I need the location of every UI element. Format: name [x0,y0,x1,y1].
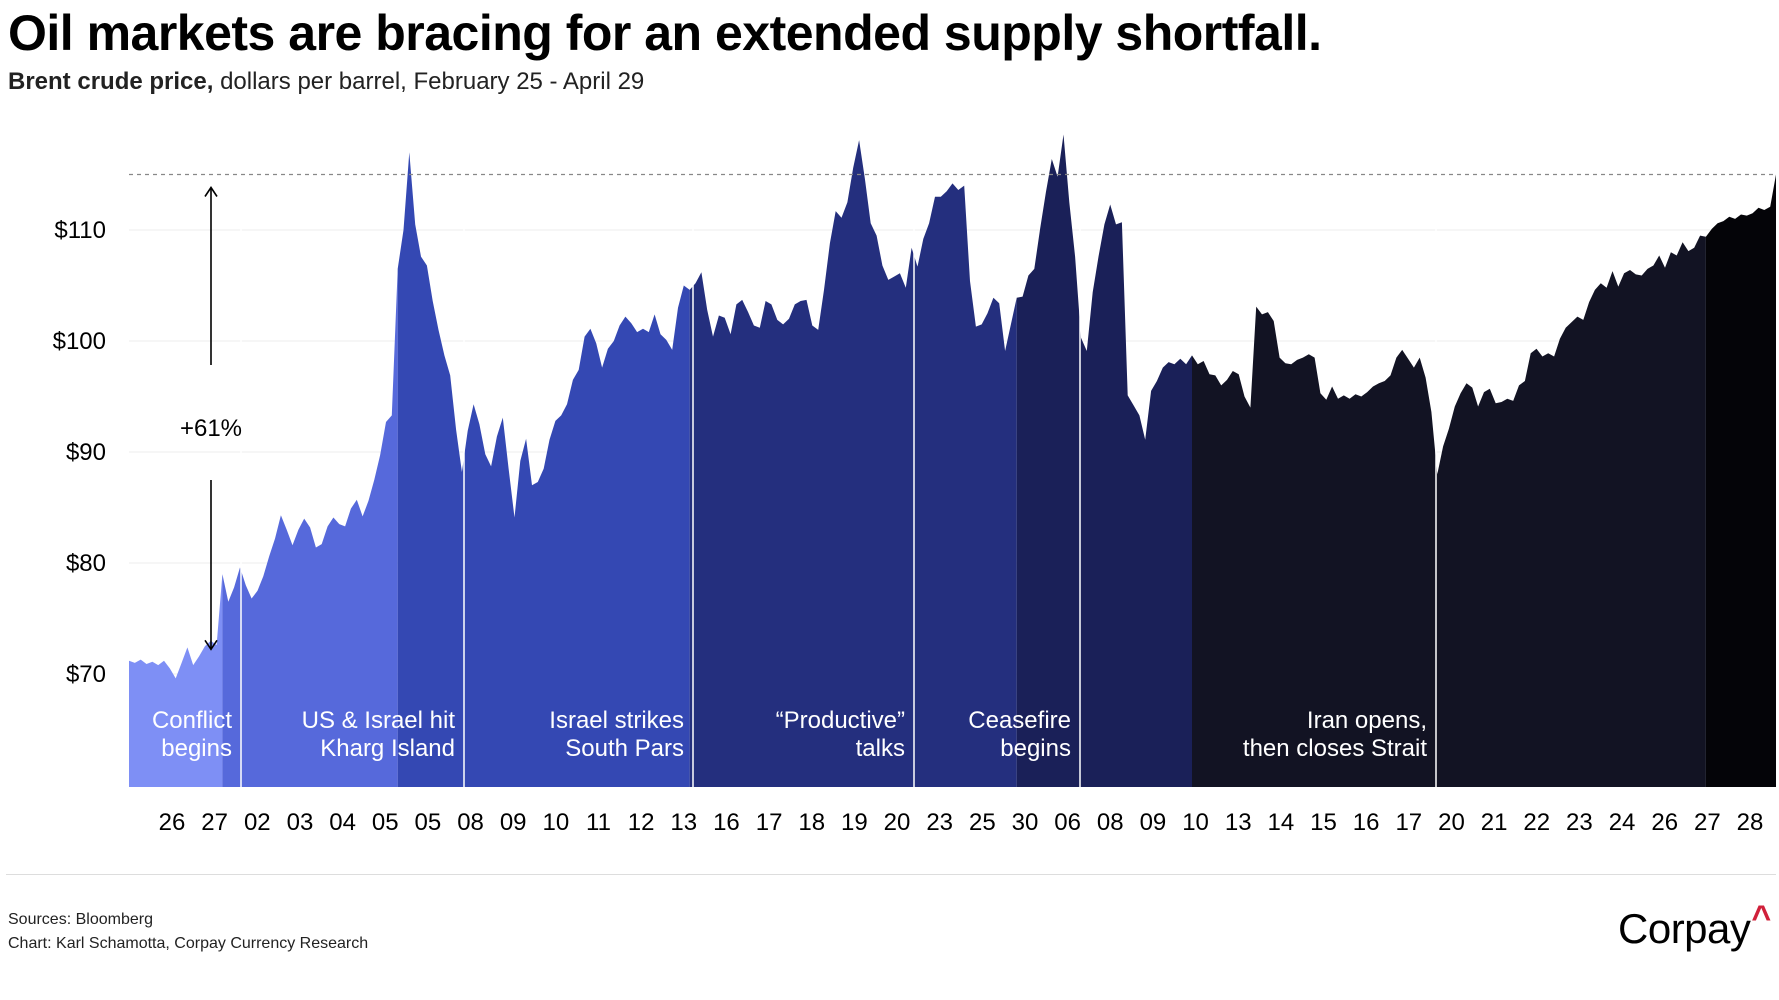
corpay-logo: Corpay^ [1618,899,1771,953]
x-tick-label: 08 [1097,809,1124,836]
x-tick-label: 21 [1481,809,1508,836]
x-tick-label: 27 [1694,809,1721,836]
subtitle-description: dollars per barrel, February 25 - April … [213,68,645,95]
x-tick-label: 24 [1609,809,1636,836]
arrowhead-down [204,639,218,651]
region-label: Israel strikes [549,707,684,734]
y-axis-ticks: $70 $80 $90 $100 $110 [53,217,106,688]
x-tick-label: 27 [201,809,228,836]
x-tick-label: 16 [1353,809,1380,836]
x-tick-label: 10 [1182,809,1209,836]
price-area-region-1 [129,574,223,787]
x-tick-label: 25 [969,809,996,836]
x-tick-label: 11 [586,809,611,836]
region-label: begins [161,735,232,762]
region-label: Kharg Island [320,735,455,762]
price-area-region-2 [222,268,398,787]
x-tick-label: 16 [713,809,740,836]
price-area-region-6 [1192,235,1706,788]
x-tick-label: 05 [372,809,399,836]
x-tick-label: 18 [798,809,825,836]
y-tick-label: $80 [66,550,106,577]
y-tick-label: $90 [66,439,106,466]
subtitle-series-name: Brent crude price, [8,68,214,95]
region-label: talks [856,735,905,762]
x-tick-label: 05 [415,809,442,836]
x-tick-label: 28 [1737,809,1764,836]
region-label: Conflict [152,707,232,734]
x-tick-label: 23 [1566,809,1593,836]
price-area-region-3 [397,152,690,788]
x-tick-label: 12 [628,809,655,836]
arrowhead-up [204,186,218,197]
x-tick-label: 09 [500,809,527,836]
x-tick-label: 14 [1268,809,1295,836]
x-tick-label: 20 [884,809,911,836]
region-label: Ceasefire [968,707,1071,734]
region-label: begins [1000,735,1071,762]
x-tick-label: 26 [159,809,186,836]
annotation-percent-change: +61% [180,415,242,442]
footer-divider [6,874,1776,875]
x-tick-label: 09 [1140,809,1167,836]
x-tick-label: 06 [1054,809,1081,836]
chart-regions [129,120,1776,788]
x-tick-label: 13 [1225,809,1252,836]
x-tick-label: 02 [244,809,271,836]
x-tick-label: 22 [1523,809,1550,836]
x-tick-label: 04 [329,809,356,836]
x-tick-label: 15 [1310,809,1337,836]
logo-text: Corpay [1618,905,1751,952]
price-area-region-7 [1705,174,1776,787]
y-tick-label: $110 [54,217,106,244]
x-tick-label: 13 [670,809,697,836]
x-tick-label: 08 [457,809,484,836]
x-tick-label: 30 [1012,809,1039,836]
region-label: South Pars [565,735,684,762]
x-tick-label: 17 [756,809,783,836]
y-tick-label: $70 [66,661,106,688]
price-area-region-4 [689,140,1017,788]
x-tick-label: 23 [926,809,953,836]
sources-note: Sources: Bloomberg [8,911,153,928]
region-label: “Productive” [776,707,905,734]
x-tick-label: 17 [1395,809,1422,836]
chart-title: Oil markets are bracing for an extended … [8,5,1322,61]
x-axis-labels: 26 27 02 03 04 05 05 08 09 10 11 12 13 16 17 18 19 20 23 25… [159,809,1764,836]
x-tick-label: 19 [841,809,868,836]
y-tick-label: $100 [53,328,106,355]
region-label: then closes Strait [1243,735,1427,762]
price-area-region-5 [1016,134,1192,787]
x-tick-label: 20 [1438,809,1465,836]
logo-caret: ^ [1751,899,1771,937]
region-label: US & Israel hit [302,707,456,734]
chart-credit: Chart: Karl Schamotta, Corpay Currency R… [8,935,369,952]
x-tick-label: 10 [542,809,569,836]
x-tick-label: 26 [1651,809,1678,836]
region-label: Iran opens, [1307,707,1427,734]
chart-subtitle: Brent crude price, dollars per barrel, F… [8,68,644,96]
x-tick-label: 03 [287,809,314,836]
